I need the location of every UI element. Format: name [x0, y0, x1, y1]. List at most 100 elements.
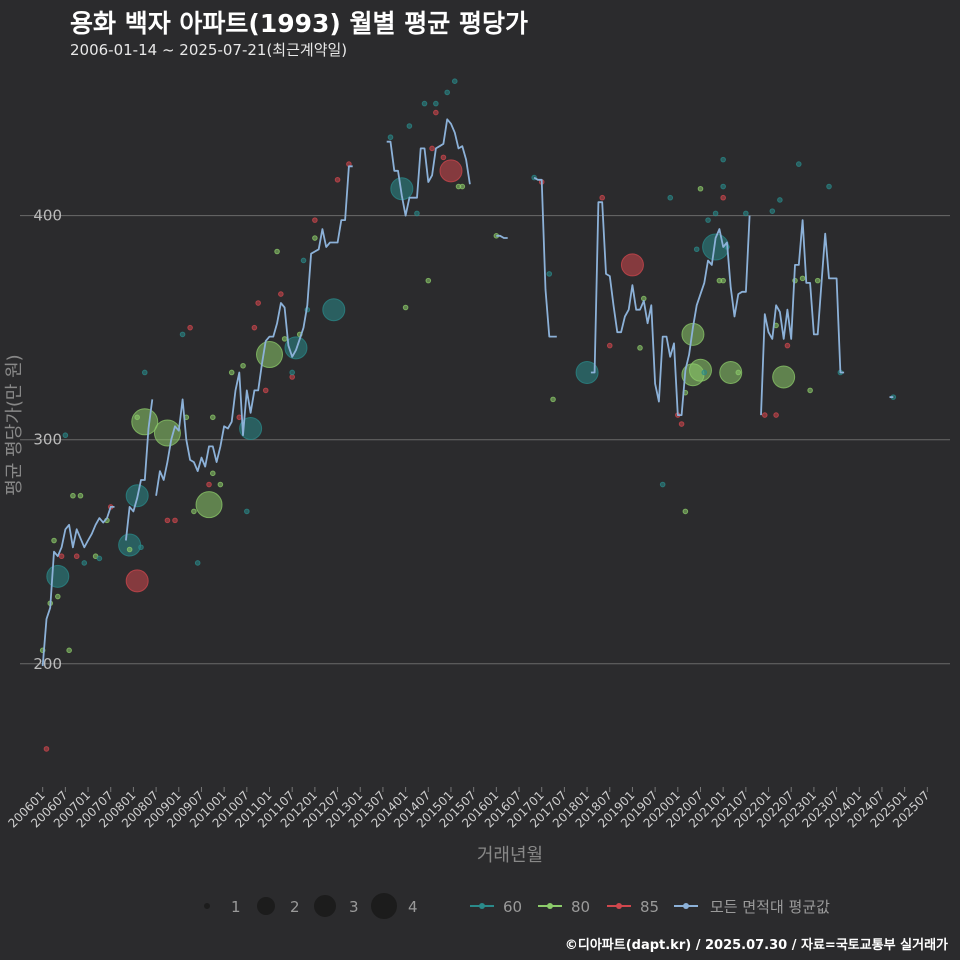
- legend-size-3-icon: [314, 895, 336, 917]
- point-area-60: [769, 208, 776, 214]
- point-area-60: [777, 197, 783, 203]
- avg-line-segment: [533, 176, 557, 338]
- avg-line-segment: [760, 219, 845, 416]
- point-area-60: [444, 89, 450, 96]
- point-area-60: [239, 417, 263, 440]
- y-axis: 200 300 400: [33, 207, 62, 673]
- point-area-85: [251, 324, 258, 331]
- point-area-60: [720, 156, 726, 163]
- legend: 1 2 3 4 60 80 85 모든 면적대 평균값: [204, 893, 830, 919]
- point-area-60: [179, 331, 186, 338]
- point-area-60: [300, 257, 307, 264]
- point-area-85: [289, 374, 295, 380]
- point-area-85: [43, 746, 50, 752]
- point-area-60: [720, 183, 726, 190]
- legend-size-1-icon: [204, 903, 210, 909]
- legend-area-label: 85: [640, 898, 659, 916]
- point-area-85: [606, 342, 613, 349]
- point-area-85: [678, 421, 685, 427]
- legend-size-label: 2: [290, 898, 300, 916]
- point-area-80: [772, 365, 796, 389]
- point-area-80: [402, 304, 409, 311]
- point-area-80: [217, 481, 224, 488]
- point-area-85: [172, 517, 178, 524]
- y-tick-label: 400: [33, 207, 62, 225]
- legend-avg-dot-icon: [683, 903, 689, 909]
- point-area-80: [814, 277, 821, 284]
- point-area-80: [459, 183, 466, 190]
- avg-line-segment: [125, 399, 154, 541]
- point-area-80: [688, 358, 712, 382]
- point-area-60: [546, 271, 553, 277]
- legend-size-label: 4: [408, 898, 418, 916]
- point-area-60: [62, 432, 69, 439]
- x-axis: 2006012006072007012007072008012008072009…: [6, 787, 932, 831]
- point-area-60: [575, 360, 599, 384]
- point-area-85: [773, 412, 779, 418]
- point-area-80: [274, 248, 280, 255]
- point-area-80: [719, 360, 743, 384]
- avg-line-segment: [41, 506, 115, 667]
- avg-line-layer: [41, 118, 894, 667]
- point-area-60: [826, 183, 832, 190]
- y-axis-label: 평균 평당가(만 원): [4, 354, 25, 495]
- point-area-60: [421, 100, 428, 107]
- point-area-60: [795, 161, 802, 167]
- point-area-85: [761, 412, 768, 418]
- point-area-80: [240, 362, 246, 369]
- point-area-60: [451, 78, 458, 85]
- point-area-80: [66, 647, 72, 654]
- point-area-60: [194, 560, 201, 566]
- avg-line-segment: [155, 165, 353, 496]
- point-area-85: [312, 217, 318, 223]
- point-area-60: [693, 246, 700, 253]
- point-area-80: [799, 275, 806, 282]
- point-area-85: [439, 159, 463, 183]
- point-area-80: [210, 470, 216, 477]
- source-footer: ©디아파트(dapt.kr) / 2025.07.30 / 자료=국토교통부 실…: [564, 938, 948, 953]
- legend-size-2-icon: [257, 897, 275, 915]
- avg-line-segment: [386, 118, 471, 217]
- point-area-80: [281, 336, 288, 342]
- y-tick-label: 300: [33, 431, 62, 449]
- legend-area-85-dot-icon: [616, 903, 622, 909]
- point-area-60: [743, 210, 749, 217]
- point-area-60: [118, 533, 142, 557]
- point-area-85: [433, 109, 439, 116]
- point-area-80: [720, 277, 726, 284]
- point-area-80: [70, 492, 76, 499]
- point-area-85: [720, 194, 726, 201]
- point-area-60: [244, 508, 250, 515]
- point-area-60: [289, 369, 295, 376]
- point-area-80: [77, 492, 84, 499]
- legend-avg-label: 모든 면적대 평균값: [710, 898, 830, 916]
- point-area-60: [46, 564, 70, 588]
- point-area-60: [712, 210, 719, 217]
- point-area-60: [141, 369, 148, 376]
- point-area-85: [164, 517, 171, 524]
- point-area-60: [414, 210, 420, 217]
- point-area-85: [125, 569, 149, 593]
- legend-area-label: 80: [571, 898, 590, 916]
- point-area-80: [807, 387, 813, 394]
- point-area-85: [255, 300, 261, 306]
- point-area-85: [334, 176, 341, 183]
- chart-subtitle: 2006-01-14 ~ 2025-07-21(최근계약일): [70, 41, 348, 59]
- point-area-85: [278, 291, 284, 297]
- legend-size-4-icon: [371, 893, 397, 919]
- legend-area-label: 60: [503, 898, 522, 916]
- point-area-85: [73, 553, 80, 560]
- y-tick-label: 200: [33, 655, 62, 673]
- point-area-60: [659, 481, 666, 488]
- point-area-80: [697, 185, 704, 192]
- point-area-60: [433, 100, 439, 107]
- point-area-60: [96, 555, 103, 562]
- avg-line-segment: [590, 201, 751, 416]
- point-area-60: [387, 134, 394, 141]
- point-area-60: [322, 298, 346, 322]
- point-area-85: [187, 324, 193, 331]
- point-area-85: [206, 481, 212, 488]
- point-area-80: [195, 491, 223, 519]
- avg-line-segment: [496, 234, 508, 239]
